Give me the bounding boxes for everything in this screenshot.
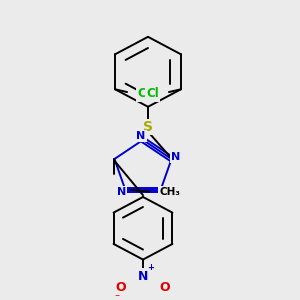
Text: Cl: Cl xyxy=(137,87,150,101)
Text: O: O xyxy=(116,281,126,294)
Text: ⁻: ⁻ xyxy=(114,293,120,300)
Text: N: N xyxy=(136,131,146,141)
Text: +: + xyxy=(147,263,154,272)
Text: N: N xyxy=(138,270,148,283)
Text: S: S xyxy=(143,120,153,134)
Text: N: N xyxy=(171,152,180,162)
Text: CH₃: CH₃ xyxy=(159,187,180,197)
Text: Cl: Cl xyxy=(146,87,159,101)
Text: N: N xyxy=(117,187,126,197)
Text: O: O xyxy=(160,281,170,294)
